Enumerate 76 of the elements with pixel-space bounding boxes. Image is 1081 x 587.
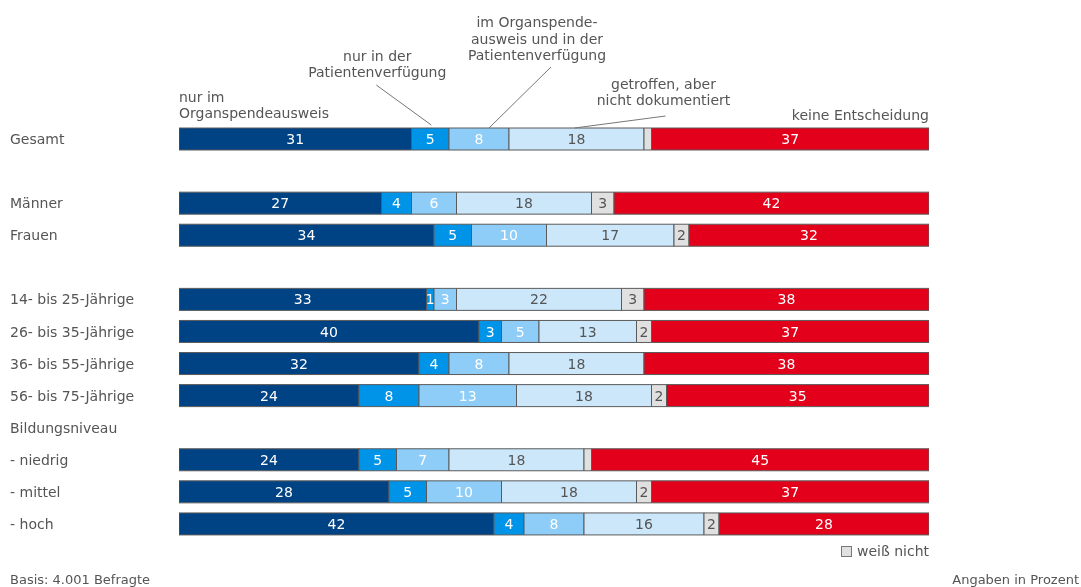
data-label: 18 — [507, 451, 526, 468]
data-label: 28 — [815, 515, 833, 532]
data-label: 8 — [474, 355, 484, 372]
data-label: 32 — [800, 227, 818, 244]
data-label: 18 — [560, 483, 578, 500]
data-label: 42 — [762, 195, 781, 212]
data-label: 2 — [654, 387, 664, 404]
data-label: 8 — [474, 131, 484, 148]
y-tick-label: Bildungsniveau — [10, 419, 118, 436]
data-label: 35 — [788, 387, 807, 404]
data-label: 3 — [440, 291, 450, 308]
y-tick-label: Männer — [10, 195, 64, 212]
y-tick-label: 14- bis 25-Jährige — [10, 291, 135, 308]
data-label: 18 — [567, 131, 586, 148]
data-label: 4 — [392, 195, 402, 212]
y-tick-label: - hoch — [10, 516, 54, 532]
data-label: 45 — [751, 451, 770, 468]
y-tick-label: Gesamt — [10, 131, 65, 148]
data-label: 28 — [275, 483, 293, 500]
data-label: 42 — [327, 515, 346, 532]
text: nur in der Patientenverfügung — [308, 47, 447, 80]
text: im Organspende- ausweis und in der Patientenverfügung — [467, 14, 607, 63]
data-label: 2 — [677, 227, 686, 244]
data-label: 18 — [575, 387, 593, 404]
data-label: 10 — [500, 227, 518, 244]
y-tick-label: 36- bis 55-Jährige — [10, 355, 135, 372]
data-label: 6 — [429, 195, 439, 212]
data-label: 37 — [781, 131, 800, 148]
data-label: 18 — [515, 195, 533, 212]
data-label: 31 — [286, 131, 305, 148]
data-label: 4 — [504, 515, 514, 532]
data-label: 4 — [429, 355, 439, 372]
data-label: 27 — [271, 195, 290, 212]
series-label: getroffen, aber nicht dokumentiert — [596, 75, 731, 108]
series-label: nur im Organspendeausweis — [179, 88, 330, 121]
data-label: 22 — [530, 291, 548, 308]
data-label: 17 — [601, 227, 620, 244]
data-label: 16 — [635, 515, 653, 532]
data-label: 3 — [598, 195, 608, 212]
data-label: 8 — [549, 515, 559, 532]
data-label: 13 — [578, 323, 597, 340]
data-label: 2 — [639, 483, 649, 500]
text: Basis: 4.001 Befragte — [10, 572, 151, 587]
data-label: 5 — [373, 451, 383, 468]
data-label: 5 — [403, 483, 413, 500]
legend-label: weiß nicht — [856, 543, 929, 559]
text: Angaben in Prozent — [952, 572, 1079, 587]
y-tick-label: - mittel — [10, 483, 61, 500]
data-label: 7 — [418, 451, 428, 468]
data-label: 5 — [448, 227, 458, 244]
data-label: 33 — [293, 291, 312, 308]
y-tick-label: 26- bis 35-Jährige — [10, 323, 135, 340]
data-label: 32 — [290, 355, 308, 372]
data-label: 2 — [707, 515, 716, 532]
data-label: 2 — [639, 323, 649, 340]
data-label: 24 — [260, 387, 278, 404]
data-label: 5 — [515, 323, 525, 340]
data-label: 38 — [777, 355, 796, 372]
y-tick-label: - niedrig — [10, 451, 69, 468]
data-label: 1 — [425, 291, 435, 308]
data-label: 10 — [455, 483, 473, 500]
data-label: 34 — [297, 227, 316, 244]
data-label: 24 — [260, 451, 278, 468]
y-tick-label: 56- bis 75-Jährige — [10, 387, 135, 404]
data-label: 5 — [425, 131, 435, 148]
data-label: 40 — [320, 323, 338, 340]
data-label: 37 — [781, 323, 800, 340]
data-label: 8 — [384, 387, 394, 404]
data-label: 38 — [777, 291, 796, 308]
data-label: 13 — [458, 387, 477, 404]
data-label: 18 — [567, 355, 586, 372]
y-tick-label: Frauen — [10, 227, 58, 244]
data-label: 37 — [781, 483, 800, 500]
data-label: 3 — [628, 291, 638, 308]
series-label: keine Entscheidung — [791, 107, 929, 123]
data-label: 3 — [485, 323, 495, 340]
